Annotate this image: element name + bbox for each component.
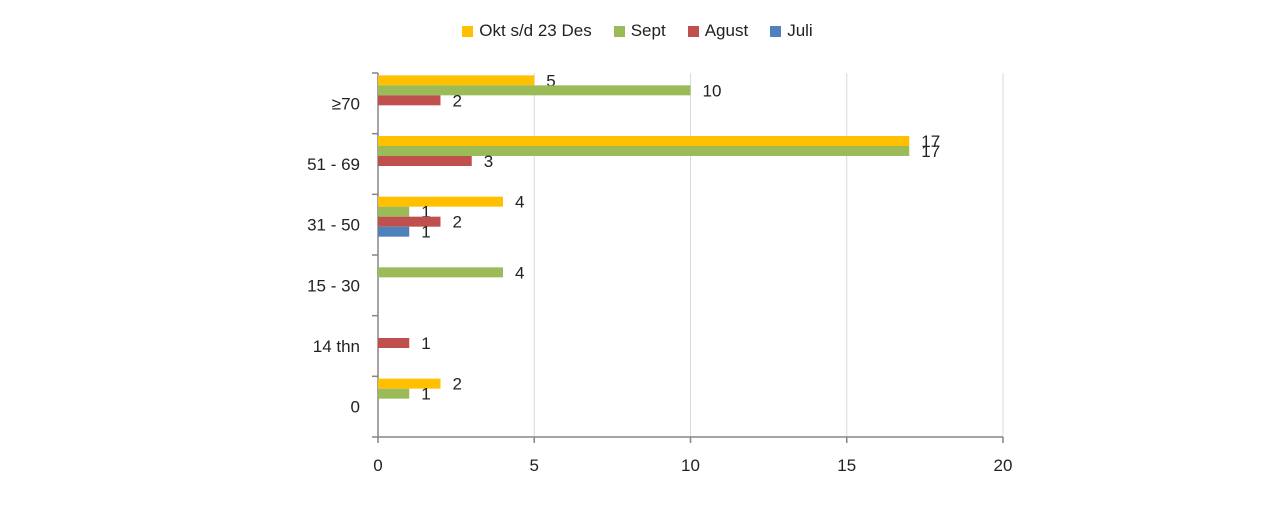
bar — [378, 378, 441, 389]
legend-swatch — [687, 25, 699, 37]
bar — [378, 216, 441, 227]
category-label: 31 - 50 — [307, 216, 360, 235]
bar — [378, 95, 441, 106]
data-label: 10 — [703, 81, 722, 100]
legend-label: Okt s/d 23 Des — [479, 21, 592, 40]
legend-swatch — [613, 25, 625, 37]
category-label: 14 thn — [313, 337, 360, 356]
bar — [378, 196, 503, 207]
data-label: 2 — [453, 213, 462, 232]
legend-swatch — [462, 25, 474, 37]
legend-item: Agust — [687, 21, 749, 41]
data-label: 1 — [421, 223, 430, 242]
chart-legend: Okt s/d 23 Des Sept Agust Juli — [0, 20, 1275, 42]
category-label: 51 - 69 — [307, 155, 360, 174]
bar — [378, 388, 410, 399]
x-tick-label: 10 — [681, 456, 700, 475]
x-tick-label: 20 — [994, 456, 1013, 475]
data-label: 4 — [515, 193, 524, 212]
bar — [378, 156, 472, 166]
data-label: 1 — [421, 203, 430, 222]
data-label: 1 — [421, 385, 430, 404]
bar — [378, 206, 410, 217]
category-label: ≥70 — [332, 94, 360, 113]
data-label: 2 — [453, 91, 462, 110]
data-label: 1 — [421, 334, 430, 353]
legend-label: Juli — [787, 21, 813, 40]
legend-item: Juli — [770, 21, 813, 41]
bar — [378, 136, 910, 146]
bar — [378, 226, 410, 237]
data-label: 5 — [546, 71, 555, 90]
x-tick-label: 15 — [837, 456, 856, 475]
bar — [378, 338, 410, 348]
legend-label: Agust — [704, 21, 749, 40]
category-label: 15 - 30 — [307, 276, 360, 295]
data-label: 17 — [921, 142, 940, 161]
data-label: 17 — [921, 132, 940, 151]
data-label: 3 — [484, 152, 493, 171]
bar — [378, 75, 535, 86]
bar — [378, 146, 910, 156]
legend-item: Sept — [613, 21, 666, 41]
legend-label: Sept — [630, 21, 666, 40]
legend-swatch — [770, 25, 782, 37]
x-tick-label: 0 — [373, 456, 382, 475]
category-label: 0 — [351, 398, 360, 417]
data-label: 4 — [515, 263, 524, 282]
bar — [378, 267, 503, 278]
legend-item: Okt s/d 23 Des — [462, 21, 592, 41]
data-label: 2 — [453, 375, 462, 394]
x-tick-label: 5 — [530, 456, 539, 475]
bar — [378, 85, 691, 96]
